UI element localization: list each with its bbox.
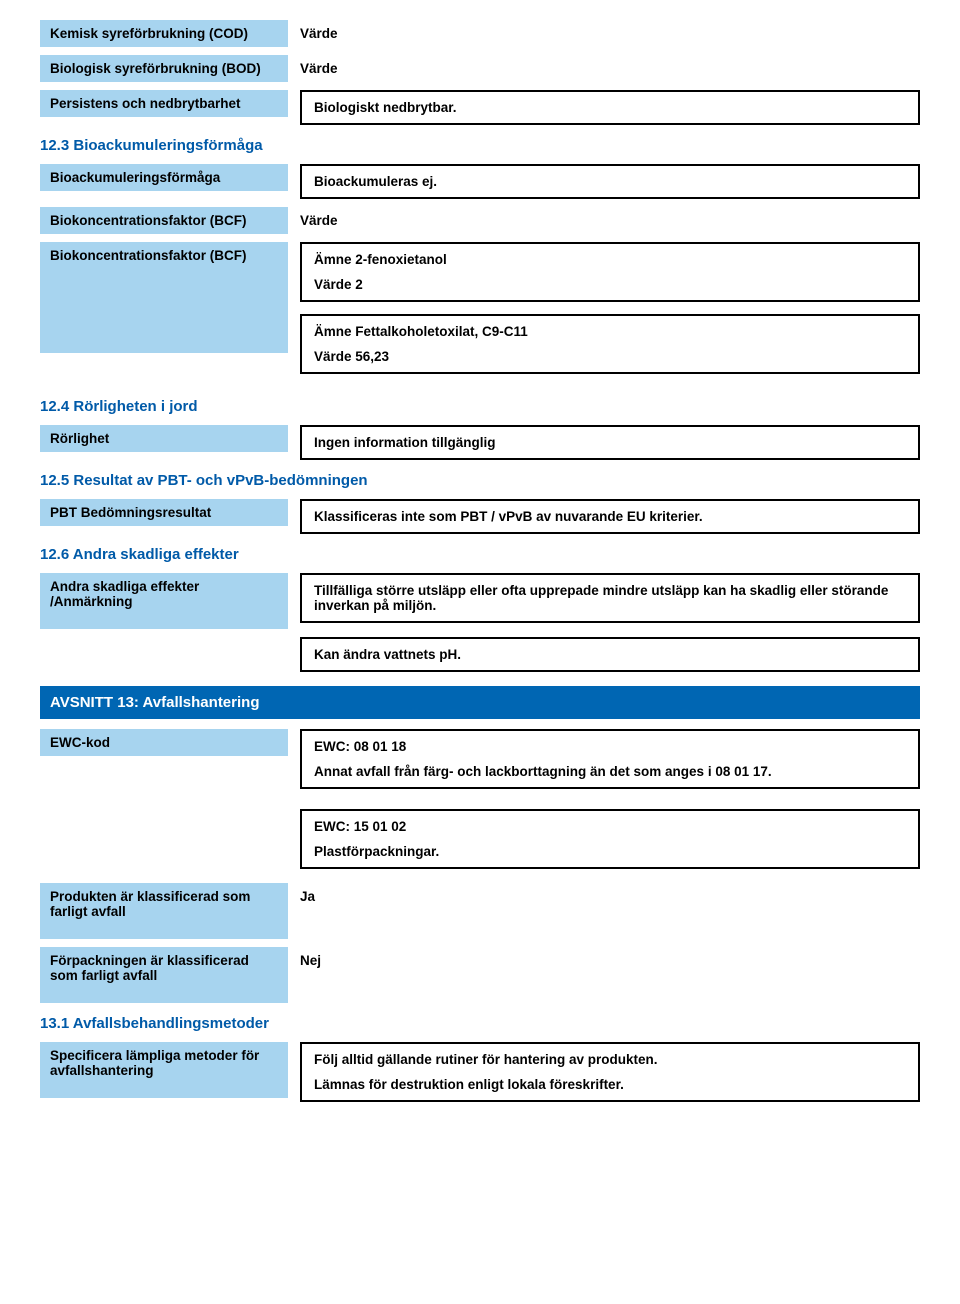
persistence-row: Persistens och nedbrytbarhet Biologiskt … <box>40 90 920 125</box>
bioacc-row: Bioackumuleringsförmåga Bioackumuleras e… <box>40 164 920 199</box>
mobility-value: Ingen information tillgänglig <box>300 425 920 460</box>
pbt-label: PBT Bedömningsresultat <box>40 499 288 526</box>
bioacc-label: Bioackumuleringsförmåga <box>40 164 288 191</box>
packaging-hazwaste-value: Nej <box>288 947 920 974</box>
heading-12-6: 12.6 Andra skadliga effekter <box>40 546 920 563</box>
bcf-box2-line2: Värde 56,23 <box>314 349 906 364</box>
bioacc-value: Bioackumuleras ej. <box>300 164 920 199</box>
ewc-label: EWC-kod <box>40 729 288 756</box>
cod-value: Värde <box>288 20 920 47</box>
ewc-box2-line2: Plastförpackningar. <box>314 844 906 859</box>
bcf-box-1: Ämne 2-fenoxietanol Värde 2 <box>300 242 920 302</box>
pbt-value: Klassificeras inte som PBT / vPvB av nuv… <box>300 499 920 534</box>
bcf-short-label: Biokoncentrationsfaktor (BCF) <box>40 207 288 234</box>
bcf-box1-line1: Ämne 2-fenoxietanol <box>314 252 906 267</box>
ph-box: Kan ändra vattnets pH. <box>300 637 920 672</box>
specify-methods-line2: Lämnas för destruktion enligt lokala för… <box>314 1077 906 1092</box>
specify-methods-value: Följ alltid gällande rutiner för hanteri… <box>300 1042 920 1102</box>
product-hazwaste-row: Produkten är klassificerad som farligt a… <box>40 883 920 939</box>
bcf-detail-values: Ämne 2-fenoxietanol Värde 2 Ämne Fettalk… <box>300 242 920 386</box>
ewc-box-2: EWC: 15 01 02 Plastförpackningar. <box>300 809 920 869</box>
other-effects-row: Andra skadliga effekter /Anmärkning Till… <box>40 573 920 629</box>
ewc-box1-line2: Annat avfall från färg- och lackborttagn… <box>314 764 906 779</box>
specify-methods-line1: Följ alltid gällande rutiner för hanteri… <box>314 1052 906 1067</box>
ewc-row: EWC-kod EWC: 08 01 18 Annat avfall från … <box>40 729 920 801</box>
bcf-detail-label: Biokoncentrationsfaktor (BCF) <box>40 242 288 353</box>
bcf-box-2: Ämne Fettalkoholetoxilat, C9-C11 Värde 5… <box>300 314 920 374</box>
bcf-short-row: Biokoncentrationsfaktor (BCF) Värde <box>40 207 920 234</box>
ewc-values: EWC: 08 01 18 Annat avfall från färg- oc… <box>300 729 920 801</box>
bod-row: Biologisk syreförbrukning (BOD) Värde <box>40 55 920 82</box>
bod-value: Värde <box>288 55 920 82</box>
heading-12-5: 12.5 Resultat av PBT- och vPvB-bedömning… <box>40 472 920 489</box>
specify-methods-label: Specificera lämpliga metoder för avfalls… <box>40 1042 288 1098</box>
cod-label: Kemisk syreförbrukning (COD) <box>40 20 288 47</box>
bcf-short-value: Värde <box>288 207 920 234</box>
ewc-box1-line1: EWC: 08 01 18 <box>314 739 906 754</box>
ewc-box2-line1: EWC: 15 01 02 <box>314 819 906 834</box>
persistence-value: Biologiskt nedbrytbar. <box>300 90 920 125</box>
bod-label: Biologisk syreförbrukning (BOD) <box>40 55 288 82</box>
bcf-detail-row: Biokoncentrationsfaktor (BCF) Ämne 2-fen… <box>40 242 920 386</box>
heading-13-1: 13.1 Avfallsbehandlingsmetoder <box>40 1015 920 1032</box>
pbt-row: PBT Bedömningsresultat Klassificeras int… <box>40 499 920 534</box>
persistence-label: Persistens och nedbrytbarhet <box>40 90 288 117</box>
product-hazwaste-label: Produkten är klassificerad som farligt a… <box>40 883 288 939</box>
heading-12-4: 12.4 Rörligheten i jord <box>40 398 920 415</box>
cod-row: Kemisk syreförbrukning (COD) Värde <box>40 20 920 47</box>
packaging-hazwaste-row: Förpackningen är klassificerad som farli… <box>40 947 920 1003</box>
other-effects-label: Andra skadliga effekter /Anmärkning <box>40 573 288 629</box>
bcf-box2-line1: Ämne Fettalkoholetoxilat, C9-C11 <box>314 324 906 339</box>
bcf-box1-line2: Värde 2 <box>314 277 906 292</box>
packaging-hazwaste-label: Förpackningen är klassificerad som farli… <box>40 947 288 1003</box>
ewc-box-1: EWC: 08 01 18 Annat avfall från färg- oc… <box>300 729 920 789</box>
section-13-banner: AVSNITT 13: Avfallshantering <box>40 686 920 719</box>
heading-12-3: 12.3 Bioackumuleringsförmåga <box>40 137 920 154</box>
other-effects-value: Tillfälliga större utsläpp eller ofta up… <box>300 573 920 623</box>
specify-methods-row: Specificera lämpliga metoder för avfalls… <box>40 1042 920 1102</box>
product-hazwaste-value: Ja <box>288 883 920 910</box>
mobility-row: Rörlighet Ingen information tillgänglig <box>40 425 920 460</box>
mobility-label: Rörlighet <box>40 425 288 452</box>
